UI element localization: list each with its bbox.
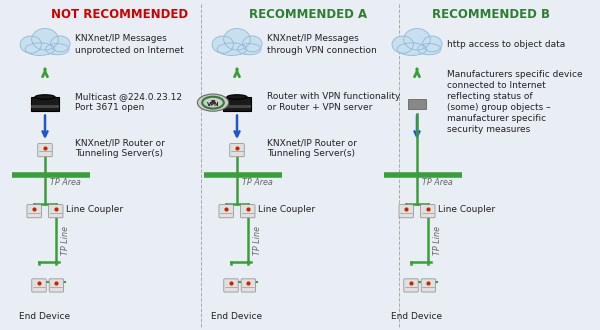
Text: http access to object data: http access to object data xyxy=(447,40,565,49)
FancyBboxPatch shape xyxy=(421,279,436,292)
FancyBboxPatch shape xyxy=(404,279,418,292)
Ellipse shape xyxy=(20,36,41,53)
Text: Multicast @224.0.23.12
Port 3671 open: Multicast @224.0.23.12 Port 3671 open xyxy=(75,92,182,112)
Text: RECOMMENDED A: RECOMMENDED A xyxy=(249,8,367,21)
Text: RECOMMENDED B: RECOMMENDED B xyxy=(432,8,550,21)
FancyBboxPatch shape xyxy=(241,279,256,292)
FancyBboxPatch shape xyxy=(223,97,251,111)
Text: KNXnet/IP Messages
through VPN connection: KNXnet/IP Messages through VPN connectio… xyxy=(267,34,377,55)
Text: TP Line: TP Line xyxy=(253,226,262,254)
FancyBboxPatch shape xyxy=(223,105,251,108)
FancyBboxPatch shape xyxy=(38,144,52,157)
Text: Router with VPN functionality
or Router + VPN server: Router with VPN functionality or Router … xyxy=(267,92,400,112)
FancyBboxPatch shape xyxy=(408,99,426,109)
Text: End Device: End Device xyxy=(211,312,263,321)
FancyBboxPatch shape xyxy=(49,205,63,218)
FancyBboxPatch shape xyxy=(399,205,413,218)
Ellipse shape xyxy=(25,43,55,55)
Ellipse shape xyxy=(32,28,58,50)
Text: Manufacturers specific device
connected to Internet
reflecting status of
(some) : Manufacturers specific device connected … xyxy=(447,70,583,134)
Text: TP Area: TP Area xyxy=(422,178,452,186)
Ellipse shape xyxy=(35,95,55,99)
Ellipse shape xyxy=(50,36,70,52)
Ellipse shape xyxy=(227,95,247,99)
Text: TP Line: TP Line xyxy=(433,226,442,254)
Text: Line Coupler: Line Coupler xyxy=(66,205,123,214)
Text: End Device: End Device xyxy=(391,312,443,321)
FancyBboxPatch shape xyxy=(241,205,255,218)
Text: NOT RECOMMENDED: NOT RECOMMENDED xyxy=(51,8,188,21)
Text: TP Area: TP Area xyxy=(242,178,272,186)
Text: KNXnet/IP Router or
Tunneling Server(s): KNXnet/IP Router or Tunneling Server(s) xyxy=(267,139,357,158)
Text: TP Line: TP Line xyxy=(61,226,70,254)
FancyBboxPatch shape xyxy=(224,279,238,292)
Ellipse shape xyxy=(422,36,442,52)
Ellipse shape xyxy=(224,28,250,50)
FancyBboxPatch shape xyxy=(32,279,46,292)
Text: VPN: VPN xyxy=(207,102,219,107)
Circle shape xyxy=(197,94,229,111)
Text: Line Coupler: Line Coupler xyxy=(258,205,315,214)
FancyBboxPatch shape xyxy=(27,205,41,218)
Ellipse shape xyxy=(397,43,427,55)
Text: TP Area: TP Area xyxy=(50,178,80,186)
FancyBboxPatch shape xyxy=(219,205,233,218)
FancyBboxPatch shape xyxy=(31,105,59,108)
Ellipse shape xyxy=(392,36,413,53)
Text: Line Coupler: Line Coupler xyxy=(438,205,495,214)
Ellipse shape xyxy=(217,43,247,55)
Ellipse shape xyxy=(46,44,69,55)
Text: End Device: End Device xyxy=(19,312,71,321)
FancyBboxPatch shape xyxy=(230,144,244,157)
Ellipse shape xyxy=(242,36,262,52)
Ellipse shape xyxy=(418,44,441,55)
Text: ■: ■ xyxy=(211,98,215,103)
Ellipse shape xyxy=(238,44,261,55)
Text: KNXnet/IP Router or
Tunneling Server(s): KNXnet/IP Router or Tunneling Server(s) xyxy=(75,139,165,158)
FancyBboxPatch shape xyxy=(421,205,435,218)
FancyBboxPatch shape xyxy=(31,97,59,111)
Text: KNXnet/IP Messages
unprotected on Internet: KNXnet/IP Messages unprotected on Intern… xyxy=(75,34,184,55)
FancyBboxPatch shape xyxy=(49,279,64,292)
Ellipse shape xyxy=(404,28,430,50)
Ellipse shape xyxy=(212,36,233,53)
